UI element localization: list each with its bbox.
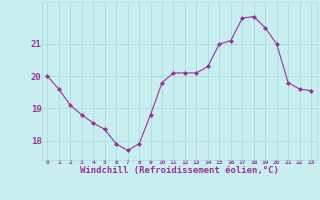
X-axis label: Windchill (Refroidissement éolien,°C): Windchill (Refroidissement éolien,°C) [80,166,279,175]
